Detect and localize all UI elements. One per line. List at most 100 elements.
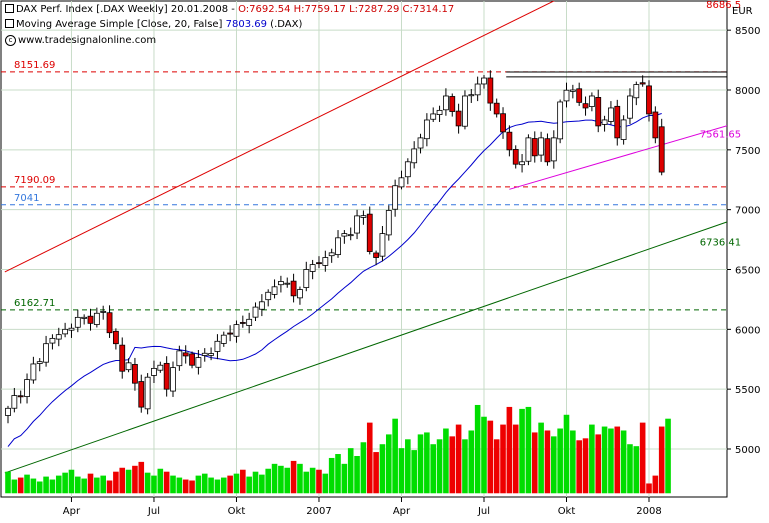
- legend-checkbox-icon[interactable]: [5, 3, 14, 13]
- candle-body: [290, 280, 297, 297]
- legend-checkbox-icon[interactable]: [5, 18, 14, 28]
- volume-bar: [284, 467, 291, 494]
- volume-bar: [87, 473, 94, 494]
- candle-body: [525, 137, 532, 162]
- legend-line-1: DAX Perf. Index [.DAX Weekly] 20.01.2008…: [5, 3, 454, 16]
- candle-body: [538, 137, 545, 156]
- volume-bar: [525, 406, 532, 494]
- volume-bar: [589, 424, 595, 494]
- candle-body: [563, 89, 570, 102]
- candle-body: [49, 337, 56, 344]
- volume-bar: [347, 448, 354, 494]
- volume-bar: [658, 426, 665, 494]
- axes: 5000 5500 6000 6500 7000 7500 8000 8500 Apr Jul Ok…: [63, 26, 761, 517]
- y-tick-label: 7000: [735, 206, 760, 217]
- volume-bar: [392, 418, 398, 494]
- candle-body: [163, 362, 170, 390]
- volume-bar: [163, 471, 170, 494]
- volume-bar: [208, 477, 214, 494]
- volume-bar: [563, 414, 570, 494]
- volume-bar: [493, 439, 500, 494]
- volume-bar: [309, 467, 316, 494]
- volume-bar: [360, 442, 367, 494]
- volume-bar: [379, 444, 386, 494]
- volume-bar: [646, 483, 652, 494]
- volume-bar: [487, 420, 494, 494]
- volume-bar: [138, 461, 145, 494]
- candle-body: [360, 215, 367, 218]
- candle-body: [646, 85, 652, 115]
- candle-body: [633, 84, 640, 99]
- y-tick-label: 5500: [735, 385, 760, 396]
- candle-body: [366, 213, 373, 252]
- currency-label: EUR: [732, 6, 753, 17]
- horizontal-levels: [1, 71, 727, 311]
- volume-bar: [246, 476, 252, 494]
- volume-bar: [5, 471, 11, 494]
- volume-bar: [354, 455, 360, 494]
- candle-body: [639, 82, 646, 85]
- volume-bar: [322, 473, 329, 494]
- volume-bar: [462, 439, 468, 494]
- gridlines: [1, 1, 727, 497]
- candle-body: [550, 137, 557, 162]
- volume-bar: [474, 404, 481, 494]
- trend-line: [4, 221, 727, 474]
- y-tick-label: 6000: [735, 325, 760, 336]
- trend-label: 7561.65: [700, 130, 741, 141]
- volume-bar: [278, 465, 284, 494]
- volume-bar: [665, 418, 671, 494]
- volume-bar: [151, 475, 157, 494]
- candle-body: [411, 148, 418, 164]
- volume-bar: [595, 434, 602, 494]
- volume-bar: [430, 444, 437, 494]
- volume-bar: [81, 478, 87, 494]
- candle-body: [614, 105, 621, 139]
- volume-bar: [538, 422, 544, 494]
- candle-body: [512, 149, 519, 165]
- candle-body: [430, 113, 437, 120]
- volume-bar: [608, 428, 614, 494]
- candle-body: [449, 96, 456, 112]
- volume-bar: [468, 430, 475, 494]
- volume-bar: [519, 408, 525, 494]
- candle-body: [278, 281, 284, 286]
- candle-body: [17, 395, 24, 398]
- candle-body: [481, 77, 487, 85]
- candle-body: [658, 126, 665, 173]
- legend-source: www.tradesignalonline.com: [18, 35, 157, 46]
- candle-body: [347, 234, 354, 237]
- candle-body: [189, 353, 195, 366]
- volume-bar: [271, 463, 278, 494]
- volume-bar: [303, 471, 310, 494]
- volume-bar: [259, 474, 265, 494]
- candle-body: [341, 233, 348, 237]
- volume-bar: [316, 469, 322, 494]
- candle-body: [417, 137, 424, 149]
- x-tick-label: 2007: [306, 506, 331, 517]
- x-tick-label: Okt: [558, 506, 576, 517]
- candle-body: [379, 233, 386, 257]
- volume-bar: [119, 467, 126, 494]
- volume-bar: [265, 468, 272, 494]
- trend-lines: [4, 1, 727, 474]
- y-tick-label: 8000: [735, 86, 760, 97]
- x-tick-label: Okt: [228, 506, 246, 517]
- volume-bar: [557, 428, 563, 494]
- candle-body: [620, 119, 627, 140]
- volume-bar: [398, 448, 405, 494]
- candle-body: [557, 101, 564, 140]
- candle-body: [87, 315, 94, 324]
- volume-bar: [233, 473, 240, 494]
- candle-body: [112, 330, 119, 345]
- candle-body: [11, 395, 18, 409]
- candle-body: [55, 334, 62, 340]
- level-label: 7190.09: [14, 175, 55, 186]
- candle-body: [220, 334, 227, 344]
- candle-body: [74, 316, 81, 328]
- candle-body: [5, 407, 11, 416]
- candle-body: [385, 210, 392, 236]
- volume-bar: [443, 428, 449, 494]
- level-label: 7041: [14, 193, 39, 204]
